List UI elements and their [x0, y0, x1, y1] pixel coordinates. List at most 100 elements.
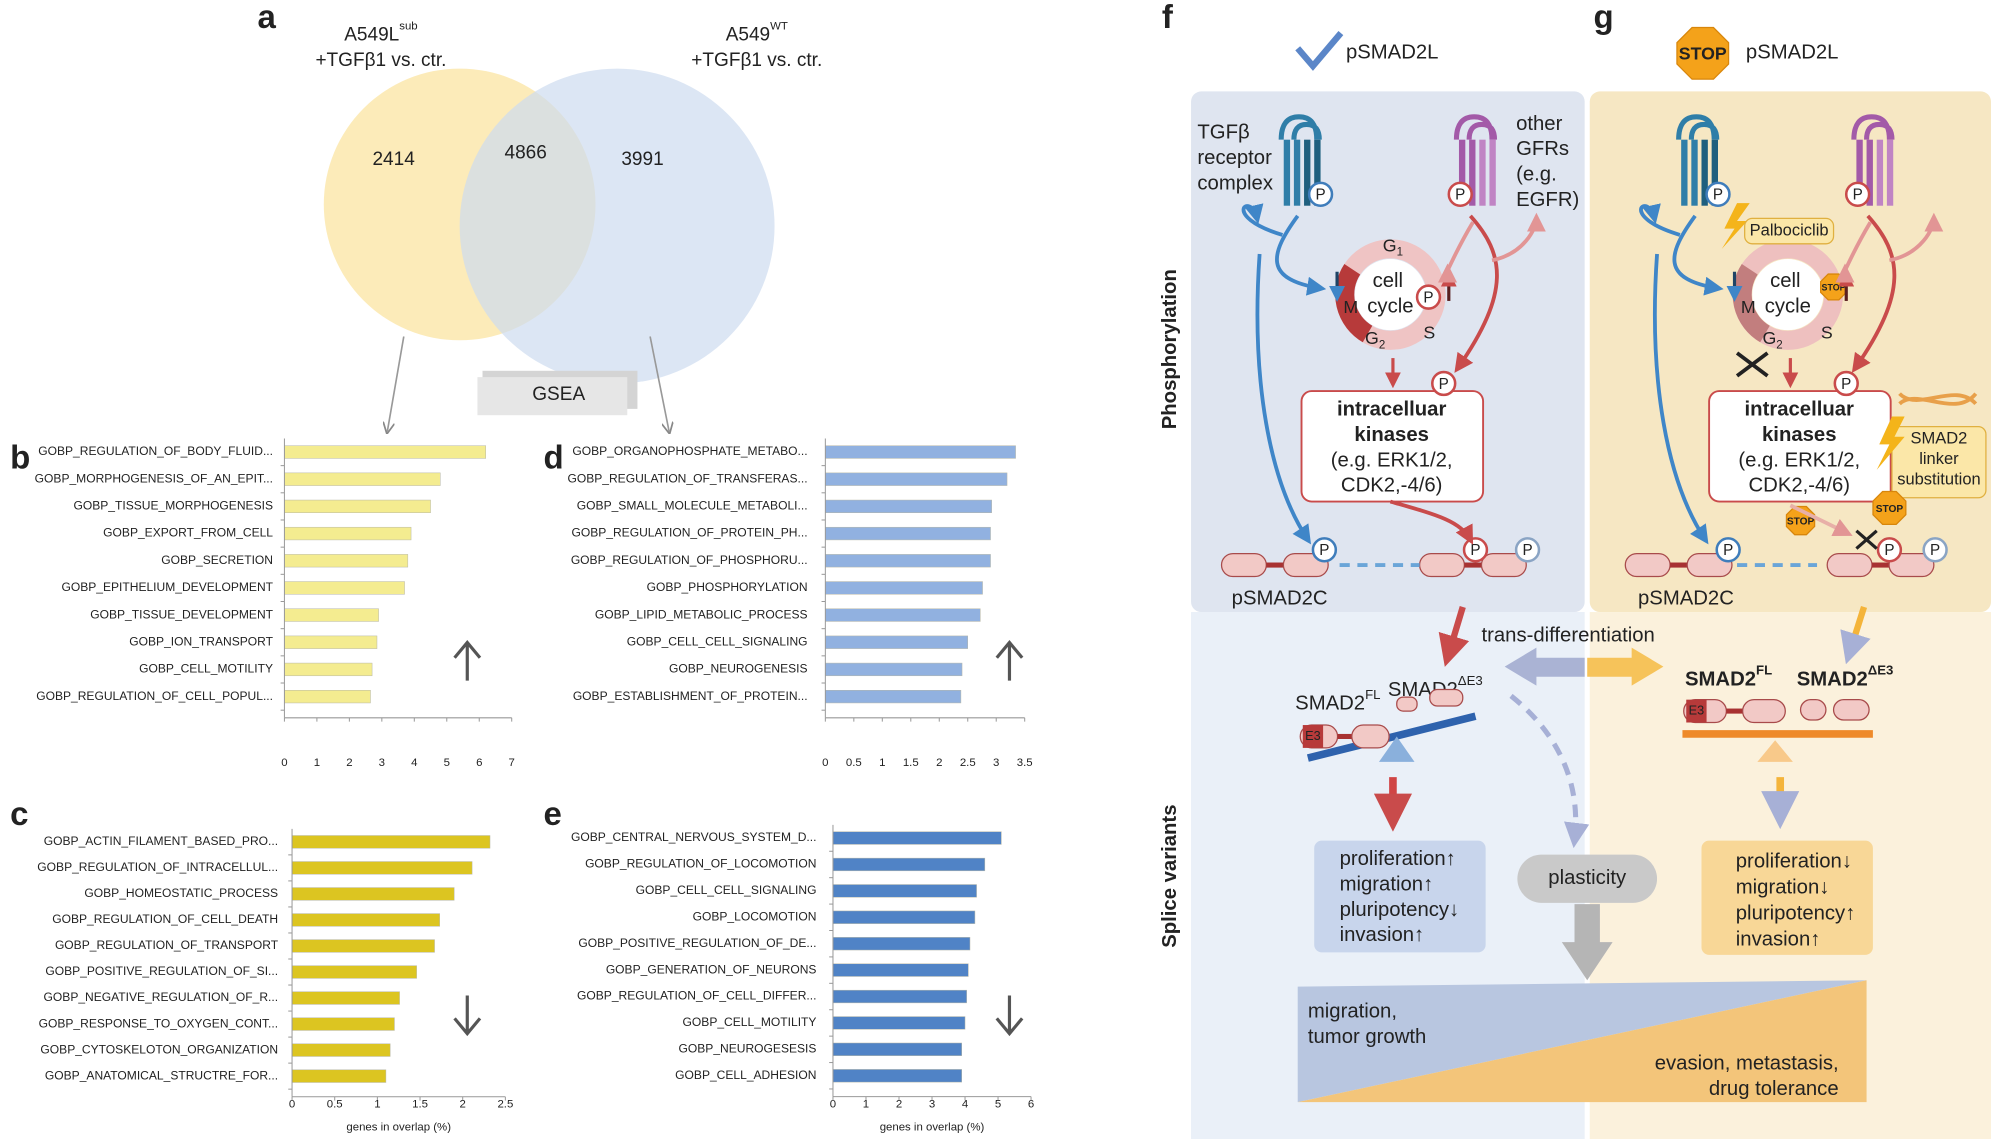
x-tick-label: 3: [379, 757, 385, 769]
panel-label: c: [10, 795, 28, 832]
plasticity-arrow: [1509, 693, 1590, 849]
seesaw: [1306, 712, 1477, 762]
plasticity-pill: [1517, 854, 1658, 903]
outcome: proliferation↑: [1340, 848, 1456, 870]
ramp-label: drug tolerance: [1709, 1078, 1839, 1100]
x-tick-label: 4: [411, 757, 418, 769]
bar: [832, 1069, 962, 1083]
signal-arrow: [1789, 503, 1853, 537]
bar: [832, 857, 986, 872]
category-label: GOBP_REGULATION_OF_LOCOMOTION: [585, 857, 816, 871]
phospho-circle: [1715, 537, 1741, 563]
dna: [1898, 392, 1978, 406]
plasticity-down: [1561, 904, 1613, 981]
signal-arrow: [1851, 214, 1897, 373]
x-tick-label: 4: [962, 1099, 969, 1111]
fulcrum: [1757, 740, 1793, 762]
cell-cycle-core: [1752, 259, 1824, 331]
phase-g1-part: 1: [1397, 247, 1403, 259]
phase-m: M: [1343, 297, 1358, 317]
phospho-circle: [1514, 537, 1541, 563]
venn-set-name: A549Lsub: [344, 21, 417, 46]
phospho-label: P: [1315, 187, 1325, 204]
bar: [291, 1043, 391, 1057]
receptor-chain: [1711, 139, 1718, 206]
linker-label: SMAD2: [1911, 430, 1968, 448]
x-tick-label: 3.5: [1017, 757, 1033, 769]
ramp-label: migration,: [1308, 1000, 1397, 1022]
arrow: [387, 336, 405, 431]
bar: [291, 939, 435, 953]
bar: [832, 910, 976, 924]
x-axis-label: genes in overlap (%): [880, 1122, 985, 1134]
protein-domain: [1220, 552, 1267, 578]
category-label: GOBP_REGULATION_OF_BODY_FLUID...: [38, 444, 273, 458]
bar: [284, 526, 412, 541]
bar: [825, 635, 969, 649]
isoform-de3-part: ΔE3: [1458, 673, 1483, 688]
category-label: GOBP_REGULATION_OF_TRANSPORT: [55, 938, 279, 952]
protein-short: [1799, 699, 1827, 721]
category-label: GOBP_LIPID_METABOLIC_PROCESS: [595, 607, 808, 621]
bar: [284, 690, 371, 704]
bar: [291, 861, 473, 875]
signal-arrow: [1491, 212, 1546, 263]
linker-label: substitution: [1897, 470, 1980, 488]
gsea-label: GSEA: [532, 384, 585, 405]
receptor-label: TGFβ: [1197, 122, 1249, 144]
bar: [284, 635, 378, 649]
bar: [291, 1069, 387, 1083]
signal-arrow: [1255, 253, 1312, 545]
phospho-label: P: [1319, 542, 1329, 559]
phase-g2: G2: [1365, 328, 1385, 352]
phospho-circle: [1833, 370, 1859, 397]
cell-cycle-label: cell: [1770, 270, 1800, 292]
receptor-label: other: [1516, 113, 1563, 135]
receptor-chain: [1681, 139, 1688, 206]
x-tick-label: 1: [863, 1099, 869, 1111]
category-label: GOBP_REGULATION_OF_PHOSPHORU...: [571, 553, 808, 567]
phospho-circle: [1307, 181, 1334, 207]
signal-arrow: [1835, 221, 1873, 283]
protein-domain: [1418, 552, 1466, 578]
bar: [284, 445, 486, 459]
fulcrum: [1378, 736, 1415, 762]
category-label: GOBP_ESTABLISHMENT_OF_PROTEIN...: [573, 689, 808, 703]
bar: [284, 608, 379, 622]
arrow: [649, 336, 669, 431]
outcome: proliferation↓: [1736, 851, 1852, 873]
phospho-circle: [1876, 537, 1903, 563]
category-label: GOBP_CELL_ADHESION: [675, 1068, 816, 1082]
category-label: GOBP_SECRETION: [161, 553, 273, 567]
stop-label: STOP: [1876, 504, 1904, 515]
phospho-circle: [1705, 181, 1731, 207]
protein-short: [1396, 696, 1418, 712]
stop-label: STOP: [1822, 283, 1846, 293]
bar: [291, 887, 455, 901]
category-label: GOBP_RESPONSE_TO_OXYGEN_CONT...: [39, 1016, 278, 1030]
psmad2c-label: pSMAD2C: [1638, 588, 1734, 610]
set-sup: sub: [399, 21, 417, 33]
linker-box: [1891, 426, 1987, 499]
phospho-circle: [1922, 537, 1948, 563]
phase-g1-part: G: [1383, 235, 1397, 255]
category-label: GOBP_POSITIVE_REGULATION_OF_DE...: [578, 936, 816, 950]
category-label: GOBP_CELL_MOTILITY: [683, 1015, 817, 1029]
receptor-chain: [1856, 139, 1863, 206]
cell-cycle-label: cell: [1373, 270, 1403, 292]
category-label: GOBP_NEUROGENESIS: [669, 662, 808, 676]
category-label: GOBP_ACTIN_FILAMENT_BASED_PRO...: [44, 834, 278, 848]
phospho-label: P: [1455, 187, 1465, 204]
phase-s: S: [1423, 323, 1435, 343]
bar: [825, 472, 1008, 486]
linker-label: linker: [1919, 450, 1959, 468]
phospho-circle: [1447, 181, 1473, 207]
x-tick-label: 0: [289, 1099, 295, 1111]
outcome: migration↑: [1340, 873, 1434, 895]
signal-arrow: [1275, 214, 1327, 296]
signal-arrow: [1672, 214, 1724, 296]
signal-arrow: [1454, 214, 1499, 373]
category-label: GOBP_REGULATION_OF_CELL_DIFFER...: [577, 989, 816, 1003]
bar: [832, 1042, 962, 1056]
panel-label: b: [10, 438, 30, 475]
